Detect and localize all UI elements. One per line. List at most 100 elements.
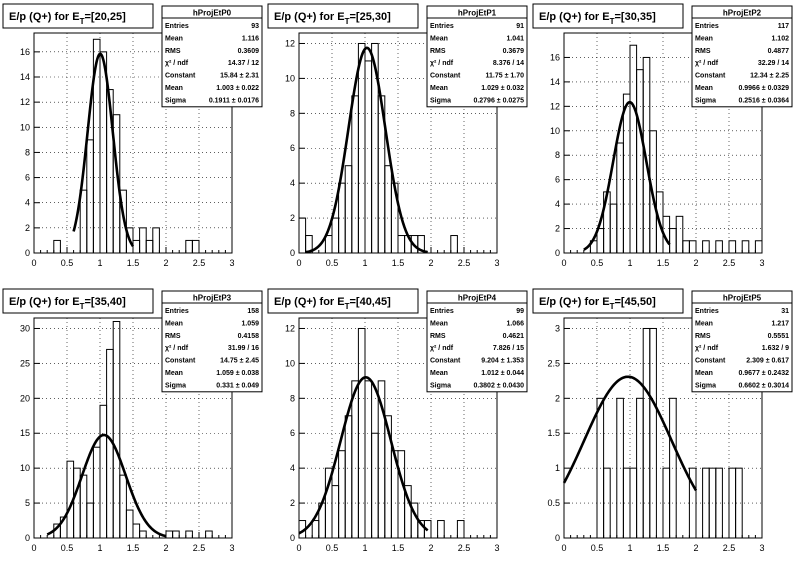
- histogram-bin: [305, 235, 313, 254]
- stats-value: 0.2796 ± 0.0275: [473, 97, 524, 104]
- stats-value: 0.5551: [768, 333, 790, 340]
- chart-title: E/p (Q+) for ET=[20,25]: [2, 3, 154, 29]
- y-tick-label: 2: [555, 393, 560, 403]
- stats-label: Mean: [430, 370, 448, 377]
- title-box: [2, 288, 154, 314]
- title-main: E/p (Q+) for E: [9, 296, 80, 308]
- chart-panel-2: 0 0.5 1 1.5 2 2.5 3 0 2 4 6 8 10 12 14 16 E/p (Q+) for E…: [532, 3, 793, 268]
- stats-label: RMS: [430, 48, 446, 55]
- stats-value: 0.6602 ± 0.3014: [738, 382, 789, 389]
- histogram-bin: [741, 240, 750, 254]
- stats-label: Entries: [165, 308, 189, 315]
- x-tick-label: 0.5: [61, 543, 74, 553]
- x-tick-label: 1.5: [392, 543, 405, 553]
- y-tick-label: 10: [285, 73, 295, 83]
- title-end: =[25,30]: [349, 11, 391, 23]
- stats-box-frame: [426, 290, 528, 393]
- stats-label: Entries: [165, 23, 189, 30]
- y-tick-label: 0: [555, 248, 560, 258]
- stats-value: 0.9677 ± 0.2432: [738, 370, 789, 377]
- title-main: E/p (Q+) for E: [539, 11, 610, 23]
- stats-label: Mean: [165, 370, 183, 377]
- title-box: [267, 288, 419, 314]
- histogram-bin: [112, 320, 121, 539]
- stats-value: 1.116: [242, 35, 259, 42]
- title-end: =[45,50]: [614, 296, 656, 308]
- stats-label: Sigma: [165, 382, 186, 389]
- y-tick-label: 20: [20, 393, 30, 403]
- stats-label: Sigma: [430, 97, 451, 104]
- x-tick-label: 1: [627, 543, 632, 553]
- x-tick-label: 3: [494, 258, 499, 268]
- stats-name: hProjEtP2: [723, 9, 762, 18]
- title-text: E/p (Q+) for ET=[20,25]: [9, 11, 126, 26]
- stats-label: Sigma: [430, 382, 451, 389]
- stats-label: Sigma: [695, 382, 716, 389]
- stats-value: 2.309 ± 0.617: [746, 358, 789, 365]
- x-tick-label: 3: [229, 543, 234, 553]
- title-subscript: T: [610, 17, 615, 26]
- histogram-bin: [728, 240, 737, 254]
- title-text: E/p (Q+) for ET=[35,40]: [9, 296, 126, 311]
- chart-title: E/p (Q+) for ET=[30,35]: [532, 3, 684, 29]
- stats-label: Mean: [430, 35, 448, 42]
- stats-label: Constant: [695, 358, 726, 365]
- histogram-bin: [675, 215, 684, 254]
- x-tick-label: 0: [561, 543, 566, 553]
- stats-box: hProjEtP2 Entries 117 Mean 1.102 RMS 0.4877 χ² …: [691, 5, 793, 108]
- histogram-bin: [119, 474, 127, 539]
- title-text: E/p (Q+) for ET=[45,50]: [539, 296, 656, 311]
- histogram-bin: [715, 467, 723, 539]
- stats-label: RMS: [695, 48, 711, 55]
- x-tick-label: 2: [428, 258, 433, 268]
- stats-value: 14.75 ± 2.45: [220, 358, 259, 365]
- stats-name: hProjEtP0: [193, 9, 232, 18]
- x-tick-label: 0: [561, 258, 566, 268]
- stats-value: 9.204 ± 1.353: [481, 358, 524, 365]
- gaussian-fit-curve: [583, 100, 671, 251]
- chart-panel-1: 0 0.5 1 1.5 2 2.5 3 0 2 4 6 8 10 12 E/p (Q+) for ET=[2…: [267, 3, 528, 268]
- stats-value: 158: [247, 308, 259, 315]
- x-tick-label: 2: [693, 543, 698, 553]
- histogram-bin: [450, 235, 458, 254]
- y-tick-label: 1: [555, 463, 560, 473]
- x-tick-label: 2: [428, 543, 433, 553]
- title-end: =[40,45]: [349, 296, 391, 308]
- x-tick-label: 0: [31, 543, 36, 553]
- x-tick-label: 3: [759, 543, 764, 553]
- histogram-bin: [53, 239, 61, 254]
- stats-value: 31.99 / 16: [228, 345, 259, 352]
- x-tick-label: 0: [31, 258, 36, 268]
- histogram-bin: [688, 467, 697, 539]
- stats-value: 0.3609: [238, 48, 260, 55]
- stats-box-frame: [426, 5, 528, 108]
- y-tick-label: 8: [290, 393, 295, 403]
- stats-value: 31: [781, 308, 789, 315]
- x-tick-label: 0.5: [591, 258, 604, 268]
- title-text: E/p (Q+) for ET=[25,30]: [274, 11, 391, 26]
- histogram-bin: [119, 189, 127, 254]
- gaussian-fit-curve: [46, 433, 167, 538]
- stats-value: 91: [516, 23, 524, 30]
- stats-value: 1.041: [506, 35, 524, 42]
- stats-value: 0.1911 ± 0.0176: [209, 97, 259, 104]
- x-tick-label: 1.5: [657, 543, 670, 553]
- stats-label: Sigma: [695, 97, 716, 104]
- stats-value: 1.059 ± 0.038: [216, 370, 259, 377]
- stats-box: hProjEtP1 Entries 91 Mean 1.041 RMS 0.3679 χ² /…: [426, 5, 528, 108]
- y-tick-label: 6: [290, 428, 295, 438]
- y-tick-label: 0: [290, 248, 295, 258]
- chart-title: E/p (Q+) for ET=[40,45]: [267, 288, 419, 314]
- stats-value: 14.37 / 12: [228, 60, 259, 67]
- stats-value: 0.9966 ± 0.0329: [738, 85, 789, 92]
- histogram-bin: [423, 520, 432, 539]
- stats-value: 1.632 / 9: [762, 345, 789, 352]
- y-tick-label: 2: [25, 223, 30, 233]
- histogram-bin: [417, 235, 425, 254]
- histogram-bin: [754, 240, 763, 254]
- y-tick-label: 2: [290, 213, 295, 223]
- x-tick-label: 2.5: [458, 258, 471, 268]
- y-tick-label: 6: [290, 143, 295, 153]
- stats-name: hProjEtP5: [723, 294, 762, 303]
- stats-value: 1.102: [771, 35, 789, 42]
